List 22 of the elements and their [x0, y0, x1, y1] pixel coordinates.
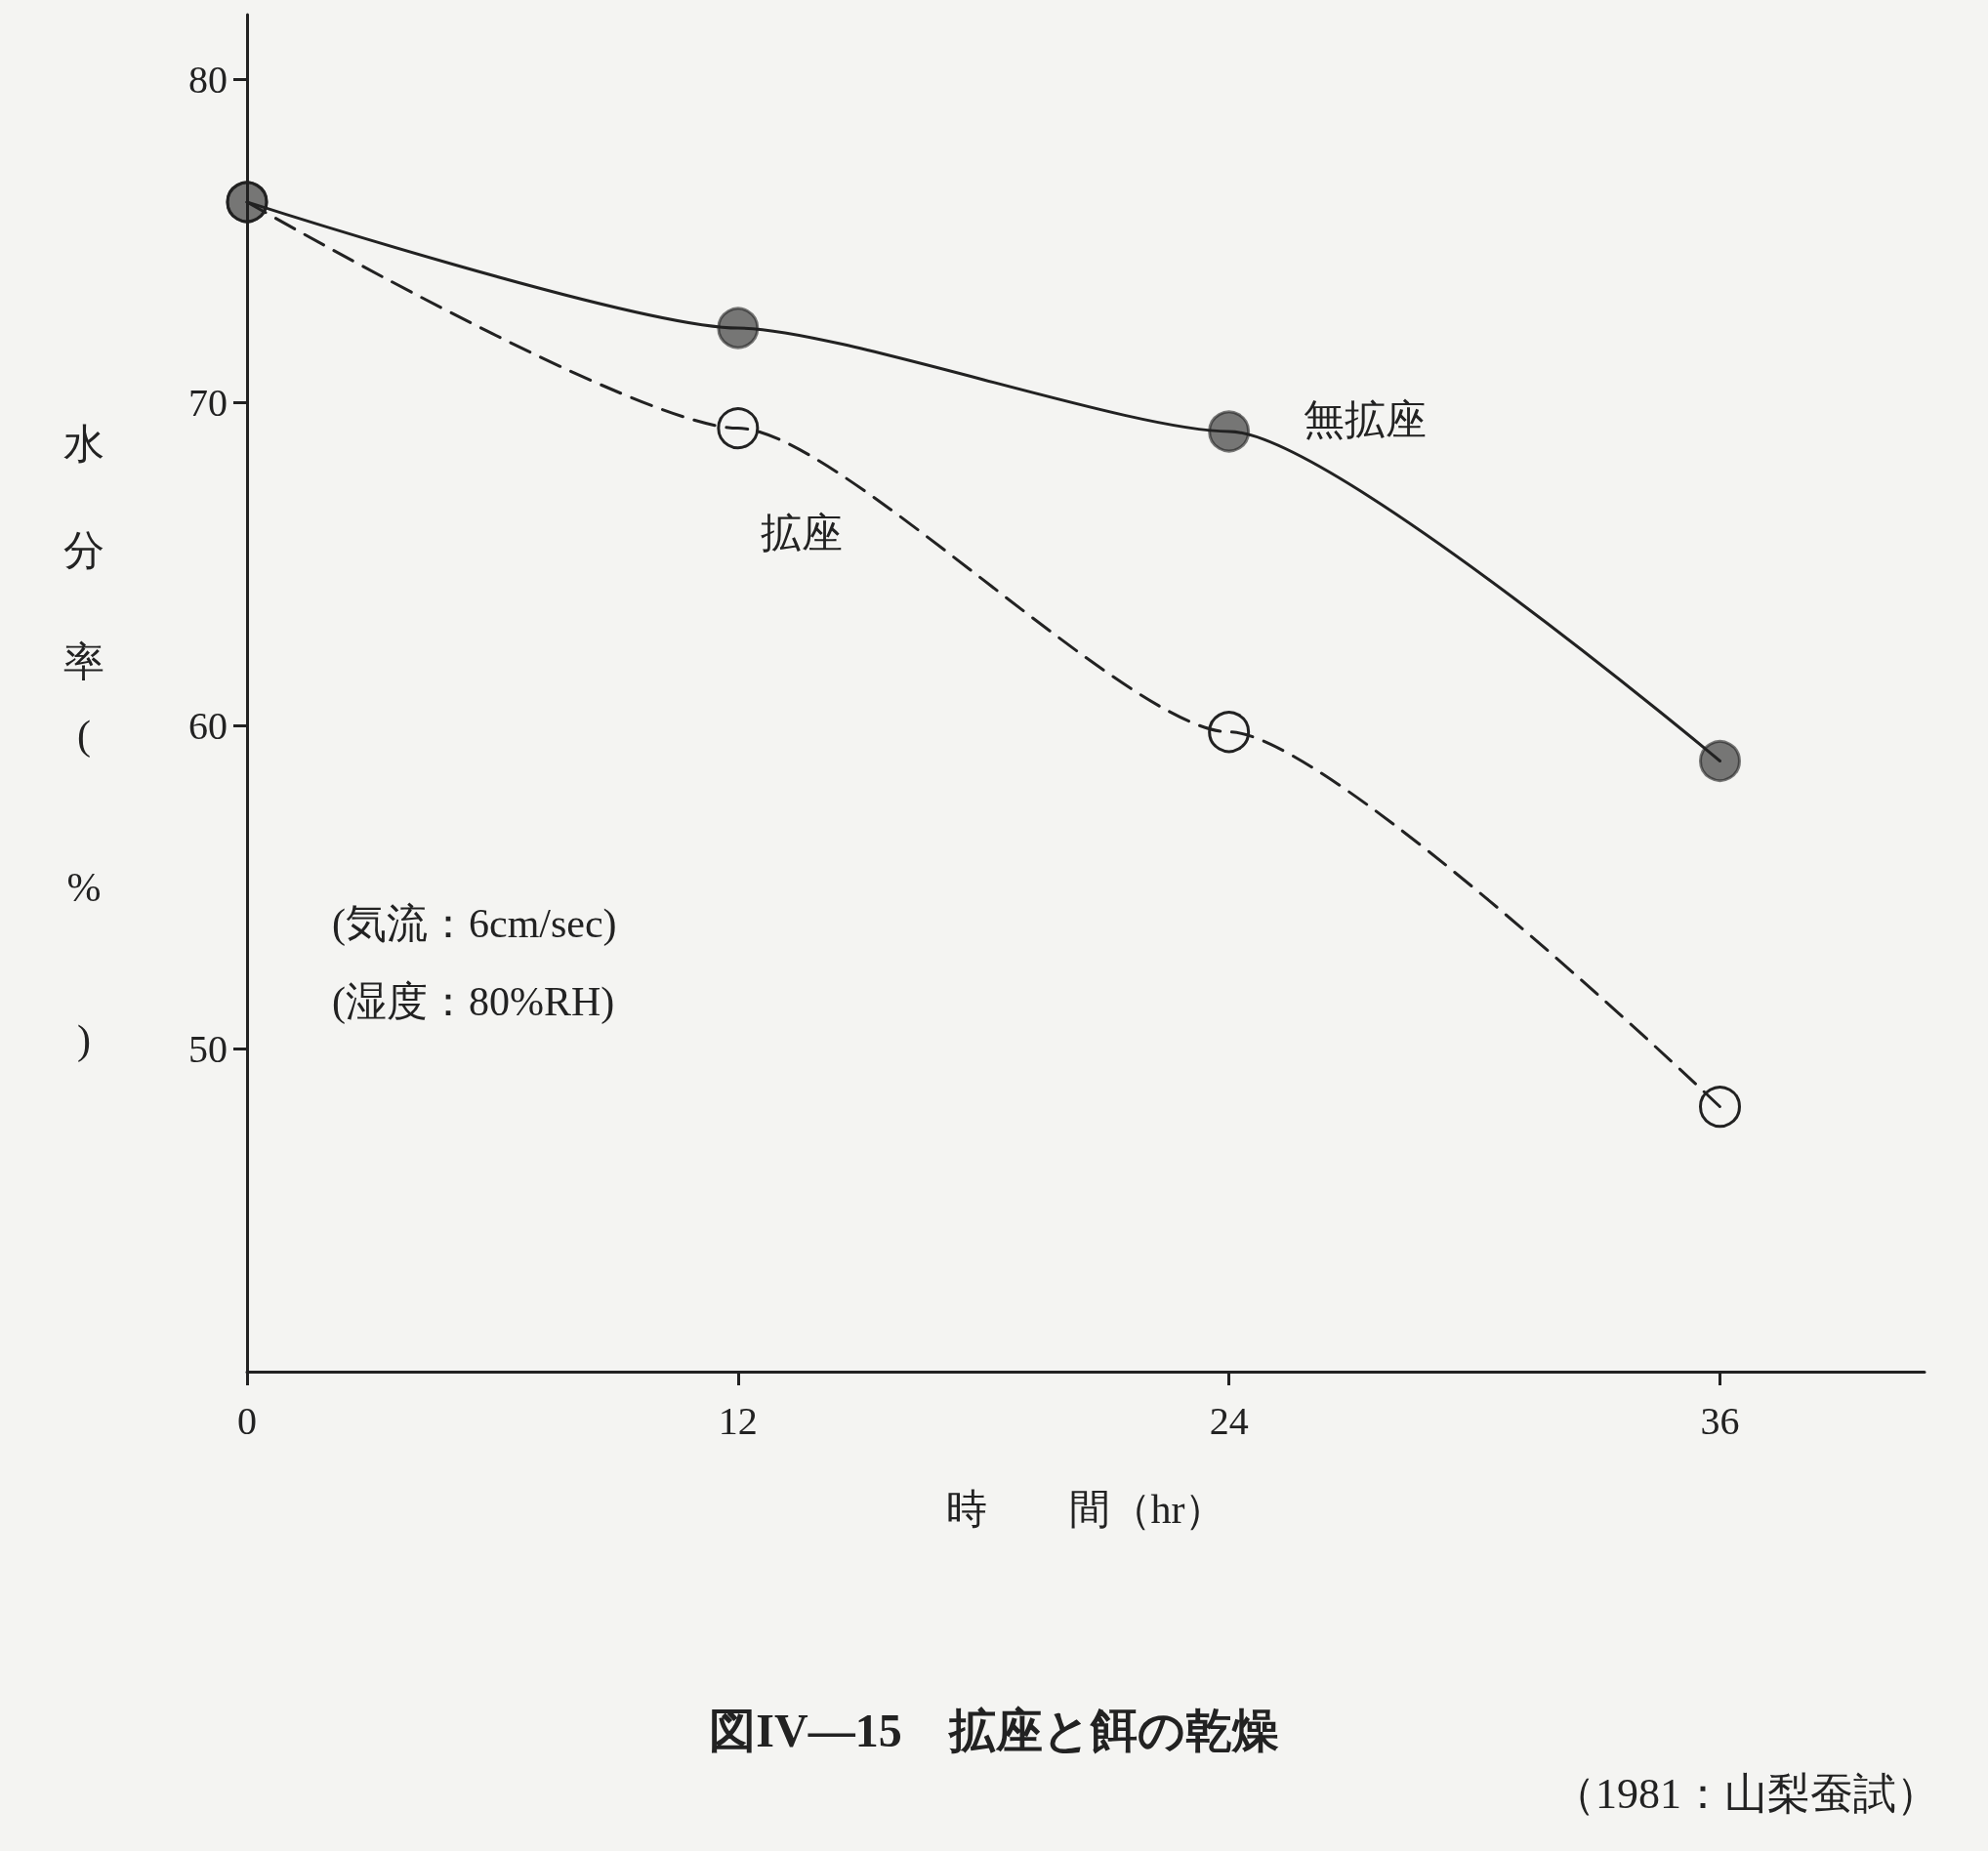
x-tick-label: 0: [237, 1398, 257, 1443]
annotation: (湿度：80%RH): [332, 979, 615, 1025]
y-tick-label: 50: [188, 1026, 228, 1071]
point: [1699, 1086, 1741, 1129]
x-tick-label: 12: [718, 1398, 758, 1443]
y-axis-title: 水分率(%): [61, 391, 107, 1170]
x-tick-label: 36: [1700, 1398, 1740, 1443]
point: [1208, 711, 1251, 754]
annotation: (気流：6cm/sec): [332, 901, 617, 947]
text: （1981：山梨蚕試）: [1553, 1769, 1939, 1818]
series-label: 拡座: [760, 511, 843, 556]
point: [717, 407, 760, 450]
series-label: 無拡座: [1304, 396, 1428, 442]
x-axis-title: 時 間（hr）: [945, 1487, 1226, 1532]
y-tick-label: 80: [188, 57, 228, 102]
y-tick-label: 70: [188, 380, 228, 425]
point: [1208, 410, 1251, 453]
x-tick-label: 24: [1209, 1398, 1249, 1443]
point: [717, 307, 760, 350]
point: [1699, 740, 1741, 782]
text: 図IV—15 拡座と餌の乾燥: [709, 1704, 1279, 1756]
y-tick-label: 60: [188, 703, 228, 748]
